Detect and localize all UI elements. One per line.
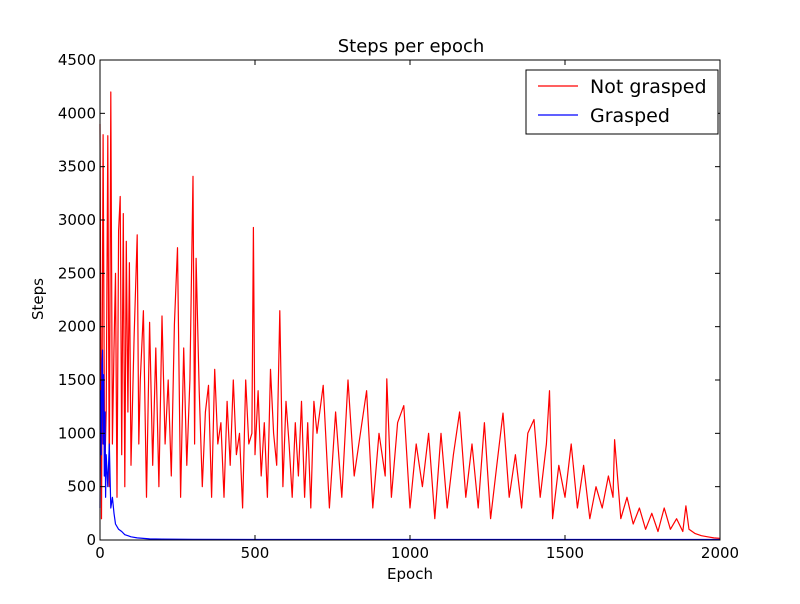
chart-title: Steps per epoch (338, 36, 485, 57)
x-tick-label: 500 (241, 544, 270, 562)
x-tick-label: 1000 (391, 544, 429, 562)
legend-label: Grasped (590, 105, 670, 127)
y-tick-label: 4000 (58, 104, 96, 122)
x-tick-label: 2000 (701, 544, 739, 562)
y-tick-label: 4500 (58, 51, 96, 69)
series-layer (99, 91, 721, 541)
legend-box (525, 69, 719, 135)
x-axis-title: Epoch (387, 565, 433, 583)
y-tick-label: 3500 (58, 158, 96, 176)
ticks-layer: 0 500 1000 1500 2000 0 500 1000 1500 2000 2500 3000… (58, 51, 739, 562)
x-tick-label: 1500 (546, 544, 584, 562)
x-tick-label: 0 (95, 544, 105, 562)
y-tick-label: 1000 (58, 424, 96, 442)
y-axis-title: Steps (29, 278, 47, 320)
y-tick-label: 500 (67, 478, 96, 496)
y-tick-label: 2500 (58, 264, 96, 282)
series-line-grasped (99, 349, 720, 541)
y-tick-label: 0 (86, 531, 96, 549)
legend: Not grasped Grasped (525, 69, 719, 135)
y-tick-label: 3000 (58, 211, 96, 229)
y-tick-label: 2000 (58, 318, 96, 336)
legend-label: Not grasped (590, 76, 707, 98)
series-line-not-grasped (99, 91, 721, 539)
y-tick-label: 1500 (58, 371, 96, 389)
